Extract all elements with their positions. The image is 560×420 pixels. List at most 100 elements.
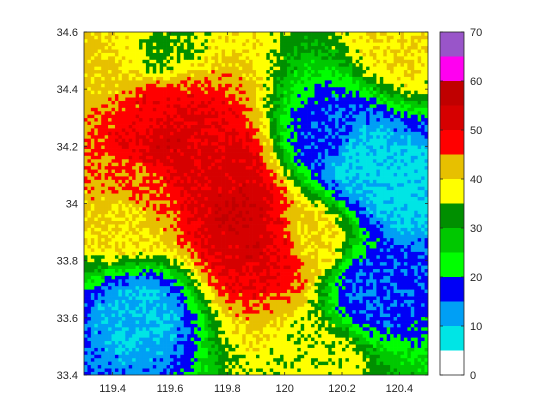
reflectivity-cell (307, 203, 312, 208)
reflectivity-cell (311, 337, 315, 342)
reflectivity-cell (328, 230, 333, 235)
reflectivity-cell (352, 244, 357, 249)
reflectivity-cell (176, 292, 181, 297)
reflectivity-cell (273, 371, 277, 375)
reflectivity-cell (331, 364, 336, 369)
reflectivity-cell (424, 296, 428, 300)
reflectivity-cell (386, 350, 391, 355)
reflectivity-cell (214, 282, 219, 287)
reflectivity-cell (393, 206, 398, 211)
reflectivity-cell (249, 234, 253, 239)
reflectivity-cell (118, 227, 123, 232)
reflectivity-cell (245, 210, 250, 215)
reflectivity-cell (317, 251, 322, 256)
reflectivity-cell (317, 224, 322, 228)
reflectivity-cell (259, 203, 264, 208)
reflectivity-cell (297, 306, 302, 311)
reflectivity-cell (269, 309, 274, 314)
reflectivity-cell (142, 213, 147, 218)
reflectivity-cell (414, 272, 419, 276)
reflectivity-cell (194, 217, 198, 221)
reflectivity-cell (235, 368, 240, 372)
reflectivity-cell (176, 306, 181, 311)
reflectivity-cell (187, 326, 191, 331)
reflectivity-cell (293, 302, 298, 307)
reflectivity-cell (84, 364, 88, 369)
reflectivity-cell (393, 289, 398, 294)
reflectivity-cell (156, 210, 161, 215)
reflectivity-cell (393, 371, 398, 375)
reflectivity-cell (407, 230, 412, 235)
reflectivity-cell (338, 344, 343, 348)
reflectivity-cell (197, 313, 202, 318)
reflectivity-cell (328, 320, 333, 324)
reflectivity-cell (197, 340, 202, 345)
reflectivity-cell (235, 361, 240, 366)
reflectivity-cell (108, 309, 112, 314)
reflectivity-cell (410, 213, 415, 218)
reflectivity-cell (259, 272, 264, 276)
reflectivity-cell (273, 340, 277, 345)
reflectivity-cell (366, 361, 370, 366)
reflectivity-cell (335, 289, 339, 294)
reflectivity-cell (403, 350, 408, 355)
reflectivity-cell (390, 330, 394, 335)
reflectivity-cell (111, 333, 116, 338)
reflectivity-cell (104, 309, 109, 314)
reflectivity-cell (304, 344, 308, 348)
reflectivity-cell (121, 337, 126, 342)
reflectivity-cell (352, 326, 357, 331)
reflectivity-cell (300, 234, 305, 239)
reflectivity-cell (338, 248, 343, 252)
reflectivity-cell (145, 354, 150, 359)
reflectivity-cell (173, 268, 178, 273)
reflectivity-cell (414, 203, 419, 208)
reflectivity-cell (421, 261, 425, 266)
reflectivity-cell (424, 323, 428, 328)
reflectivity-cell (379, 320, 384, 324)
reflectivity-cell (142, 309, 147, 314)
reflectivity-cell (403, 313, 408, 318)
reflectivity-cell (180, 313, 185, 318)
reflectivity-cell (145, 296, 150, 300)
reflectivity-cell (152, 344, 157, 348)
reflectivity-cell (386, 234, 391, 239)
reflectivity-cell (304, 313, 308, 318)
reflectivity-cell (273, 309, 277, 314)
reflectivity-cell (300, 299, 305, 304)
reflectivity-cell (190, 244, 195, 249)
reflectivity-cell (359, 261, 363, 266)
reflectivity-cell (421, 313, 425, 318)
reflectivity-cell (238, 302, 243, 307)
reflectivity-cell (407, 292, 412, 297)
reflectivity-cell (132, 282, 136, 287)
reflectivity-cell (149, 354, 154, 359)
reflectivity-cell (414, 254, 419, 259)
reflectivity-cell (228, 265, 233, 270)
reflectivity-cell (190, 268, 195, 273)
reflectivity-cell (342, 258, 346, 263)
reflectivity-cell (286, 244, 291, 249)
reflectivity-cell (211, 210, 216, 215)
reflectivity-cell (342, 234, 346, 239)
reflectivity-cell (335, 326, 339, 331)
reflectivity-cell (101, 251, 105, 256)
reflectivity-cell (297, 340, 302, 345)
reflectivity-cell (90, 213, 95, 218)
reflectivity-cell (273, 248, 277, 252)
reflectivity-cell (335, 333, 339, 338)
reflectivity-cell (245, 299, 250, 304)
reflectivity-cell (180, 364, 185, 369)
reflectivity-cell (372, 306, 377, 311)
reflectivity-cell (290, 224, 295, 228)
reflectivity-cell (111, 296, 116, 300)
reflectivity-cell (321, 323, 326, 328)
reflectivity-cell (407, 272, 412, 276)
reflectivity-cell (424, 217, 428, 221)
reflectivity-cell (307, 206, 312, 211)
reflectivity-cell (317, 340, 322, 345)
reflectivity-cell (348, 350, 353, 355)
reflectivity-cell (286, 323, 291, 328)
reflectivity-cell (304, 347, 308, 352)
reflectivity-cell (249, 302, 253, 307)
